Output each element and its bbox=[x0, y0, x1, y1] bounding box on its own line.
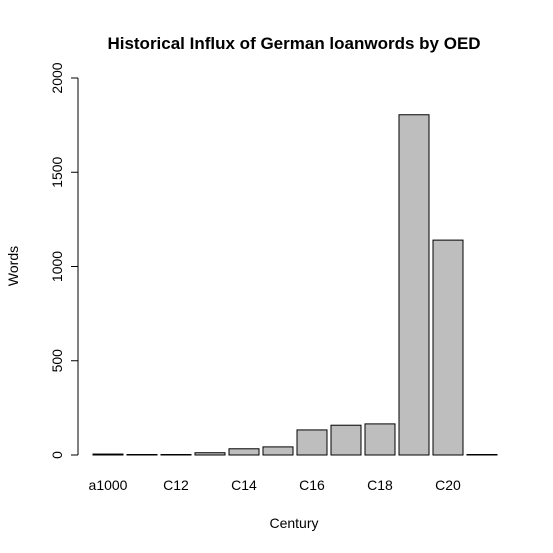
y-axis-label: Words bbox=[5, 246, 21, 286]
bar-C18 bbox=[364, 423, 396, 456]
bar-C14 bbox=[228, 448, 260, 456]
x-tick-label: C16 bbox=[299, 477, 325, 493]
bar-C21 bbox=[466, 454, 498, 456]
x-tick-label: C20 bbox=[435, 477, 461, 493]
y-axis: 0 500 1000 1500 2000 bbox=[49, 62, 79, 459]
x-tick-labels: a1000 C12 C14 C16 C18 C20 bbox=[89, 477, 462, 493]
y-tick-label: 1500 bbox=[49, 156, 65, 187]
y-tick-label: 2000 bbox=[49, 62, 65, 93]
x-axis-label: Century bbox=[269, 515, 318, 531]
bar-C12 bbox=[160, 454, 192, 456]
bar-a1000 bbox=[92, 453, 124, 456]
bar-C17 bbox=[330, 424, 362, 456]
bar-C19 bbox=[398, 114, 430, 456]
x-tick-label: C18 bbox=[367, 477, 393, 493]
x-tick-label: a1000 bbox=[89, 477, 128, 493]
x-tick-label: C12 bbox=[163, 477, 189, 493]
x-tick-label: C14 bbox=[231, 477, 257, 493]
y-tick-label: 500 bbox=[49, 349, 65, 373]
bar-C15 bbox=[262, 446, 294, 456]
bar-C16 bbox=[296, 429, 328, 456]
bar-C13 bbox=[194, 452, 226, 456]
chart-title: Historical Influx of German loanwords by… bbox=[107, 34, 480, 53]
bars-group bbox=[92, 114, 498, 456]
bar-C20 bbox=[432, 239, 464, 456]
y-tick-label: 1000 bbox=[49, 251, 65, 282]
y-tick-label: 0 bbox=[49, 451, 65, 459]
bar-C11 bbox=[126, 454, 158, 456]
